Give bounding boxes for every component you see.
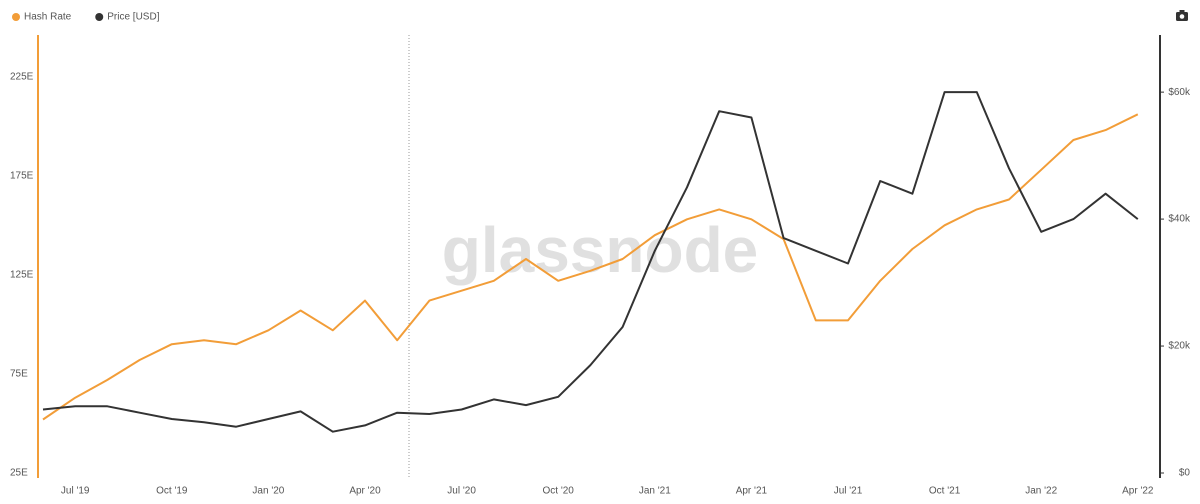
y-tick-label: 225E (10, 71, 34, 82)
watermark: glassnode (442, 214, 759, 286)
x-tick-label: Jan '21 (639, 486, 671, 497)
x-tick-label: Jul '21 (834, 486, 863, 497)
legend-label: Price [USD] (107, 12, 159, 23)
x-tick-label: Apr '20 (349, 486, 381, 497)
legend-marker (12, 13, 20, 21)
x-tick-label: Oct '20 (543, 486, 575, 497)
legend-item[interactable]: Price [USD] (95, 12, 160, 23)
x-tick-label: Jan '20 (252, 486, 284, 497)
x-tick-label: Jan '22 (1025, 486, 1057, 497)
series-line (42, 91, 1139, 433)
x-tick-label: Oct '21 (929, 486, 961, 497)
x-tick-label: Oct '19 (156, 486, 188, 497)
legend-item[interactable]: Hash Rate (12, 12, 72, 23)
y-tick-label: 25E (10, 468, 28, 479)
x-tick-label: Jul '19 (61, 486, 90, 497)
legend-label: Hash Rate (24, 12, 72, 23)
y-tick-label: 75E (10, 369, 28, 380)
series-line (42, 113, 1139, 421)
y2-tick-label: $60k (1168, 87, 1191, 98)
y2-tick-label: $20k (1168, 341, 1191, 352)
y-tick-label: 125E (10, 269, 34, 280)
legend-marker (95, 13, 104, 21)
y2-tick-label: $0 (1179, 468, 1191, 479)
x-tick-label: Apr '21 (736, 486, 768, 497)
y-tick-label: 175E (10, 170, 34, 181)
x-tick-label: Apr '22 (1122, 486, 1154, 497)
camera-icon[interactable] (1176, 10, 1188, 21)
y2-tick-label: $40k (1168, 214, 1191, 225)
x-tick-label: Jul '20 (447, 486, 476, 497)
